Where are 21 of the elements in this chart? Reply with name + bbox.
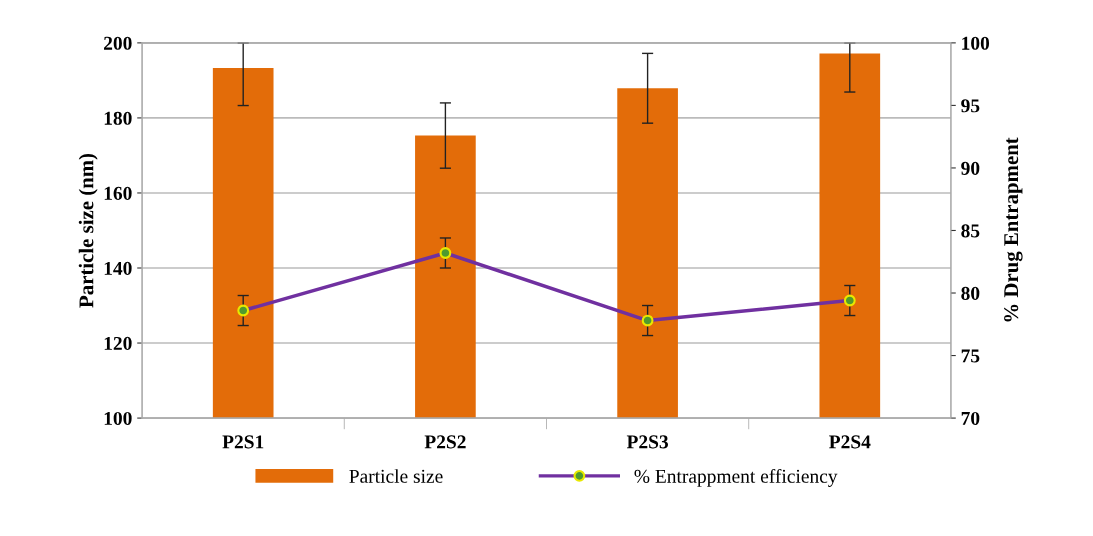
y2-tick-label: 75 — [961, 349, 980, 363]
y2-tick-label: 100 — [962, 36, 990, 50]
y-tick-label: 160 — [104, 186, 132, 200]
y-tick-label: 200 — [104, 36, 132, 50]
x-tick-label: P2S1 — [222, 435, 264, 449]
y2-tick-label: 95 — [961, 99, 980, 113]
y-tick-label: 180 — [104, 111, 132, 125]
x-tick-label: P2S3 — [626, 435, 669, 449]
y-tick-label: 120 — [104, 336, 132, 350]
y2-axis-title: % Drug Entrapment — [1004, 137, 1023, 322]
y2-tick-label: 80 — [961, 286, 980, 300]
y2-tick-label: 85 — [961, 224, 980, 238]
x-tick-label: P2S4 — [829, 435, 871, 449]
y-axis-title: Particle size (nm) — [78, 153, 98, 308]
x-tick-label: P2S2 — [424, 435, 466, 449]
legend-label: % Entrappment efficiency — [634, 468, 838, 487]
legend-label: Particle size — [349, 469, 443, 483]
y-tick-label: 140 — [104, 261, 132, 275]
y-tick-label: 100 — [104, 411, 132, 426]
y2-tick-label: 70 — [961, 411, 980, 426]
y2-tick-label: 90 — [961, 161, 980, 175]
